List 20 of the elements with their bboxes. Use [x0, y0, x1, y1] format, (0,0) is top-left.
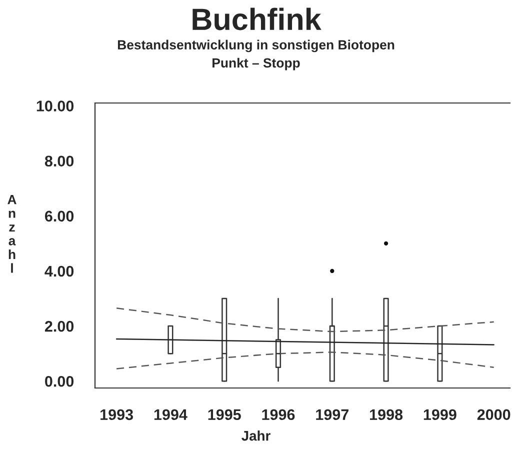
x-axis-title: Jahr — [242, 430, 270, 441]
y-tick-label: 6.00 — [44, 210, 74, 222]
y-tick-label: 2.00 — [44, 320, 74, 332]
chart-title: Buchfink — [192, 8, 322, 30]
line-series — [116, 352, 494, 370]
x-tick-label: 1999 — [424, 409, 456, 420]
x-tick-label: 1995 — [208, 409, 241, 420]
x-tick-label: 1993 — [100, 409, 133, 420]
y-tick-label: 8.00 — [44, 156, 74, 167]
x-tick-label: 1994 — [154, 409, 188, 420]
x-tick-label: 1996 — [262, 409, 295, 420]
line-series — [116, 308, 494, 332]
x-tick-label: 2000 — [477, 409, 510, 420]
y-tick-label: 10.00 — [36, 100, 74, 112]
x-tick-label: 1997 — [316, 409, 348, 420]
chart-subtitle: Bestandsentwicklung in sonstigen Biotopen Punkt – Stopp — [118, 40, 394, 70]
y-tick-label: 4.00 — [44, 266, 74, 277]
y-tick-label: 0.00 — [45, 376, 74, 387]
y-axis-title: Anzahl — [8, 195, 16, 273]
x-tick-label: 1998 — [370, 409, 403, 420]
